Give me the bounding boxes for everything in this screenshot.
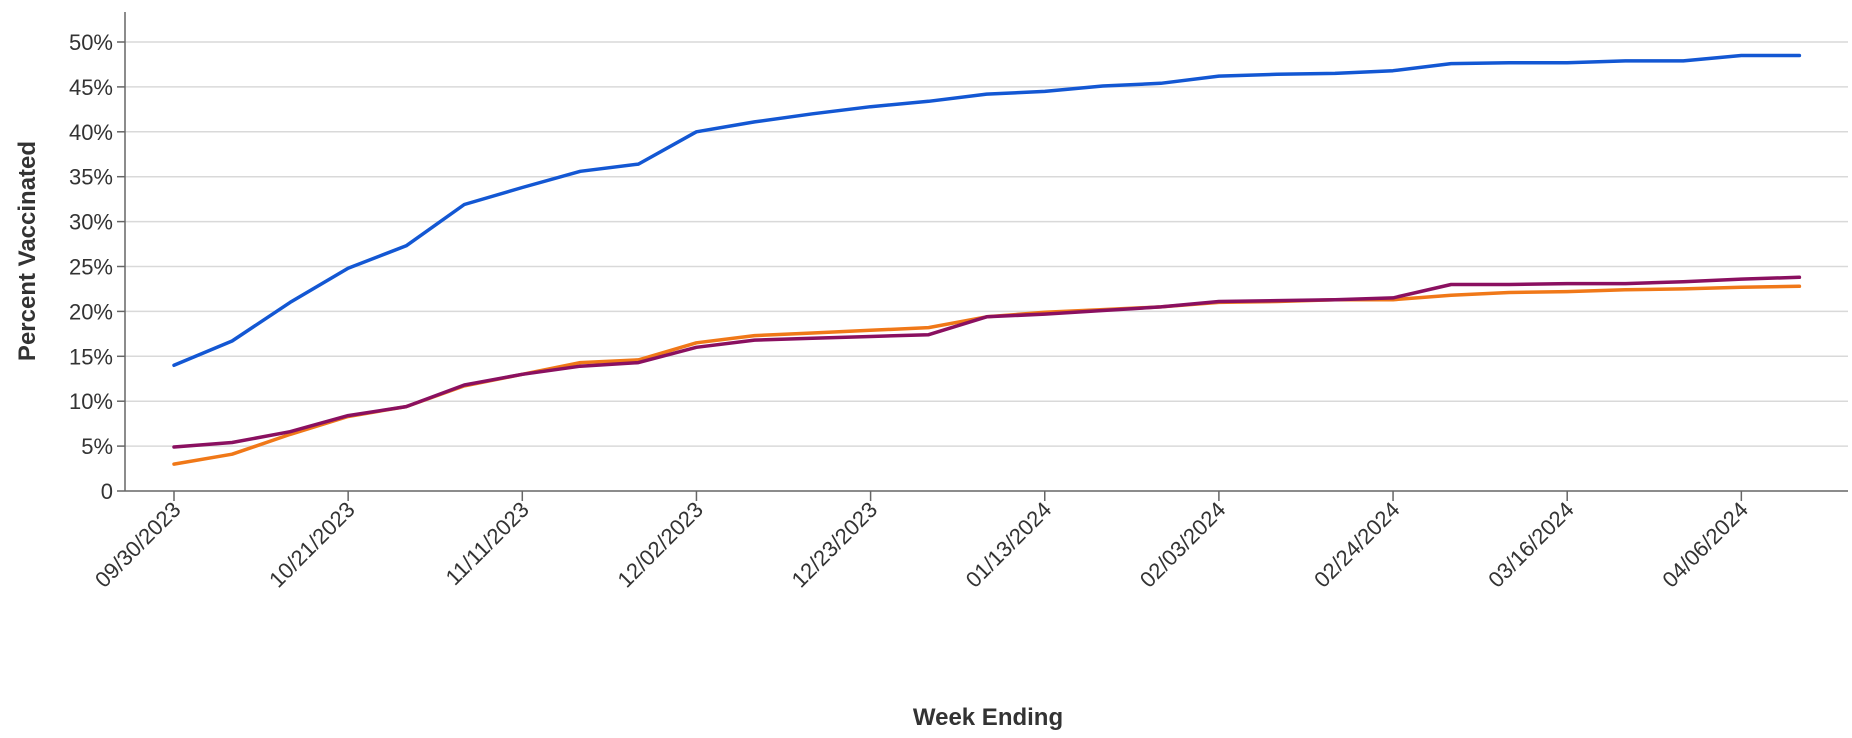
series-lines xyxy=(172,53,1802,466)
y-tick-label: 20% xyxy=(69,299,113,324)
series-line-2 xyxy=(172,284,1802,466)
y-tick-label: 35% xyxy=(69,165,113,190)
series-line-1 xyxy=(172,53,1802,368)
y-tick-label: 40% xyxy=(69,120,113,145)
series-line-3 xyxy=(172,275,1802,449)
x-axis: 09/30/2023 10/21/2023 11/11/2023 12/02/2023… xyxy=(90,490,1848,593)
y-tick-label: 30% xyxy=(69,210,113,235)
y-tick-label: 25% xyxy=(69,255,113,280)
y-axis: 0 5% 10% 15% 20% 25% 30% 35% 40% 45% 50% xyxy=(69,12,126,504)
y-axis-title: Percent Vaccinated xyxy=(14,141,41,361)
x-tick-label: 12/23/2023 xyxy=(787,497,883,593)
y-tick-label: 10% xyxy=(69,389,113,414)
x-tick-label: 02/24/2024 xyxy=(1309,497,1405,593)
x-tick-label: 01/13/2024 xyxy=(961,497,1057,593)
x-tick-label: 04/06/2024 xyxy=(1657,497,1753,593)
gridlines xyxy=(125,41,1848,447)
x-tick-label: 10/21/2023 xyxy=(264,497,360,593)
x-tick-label: 03/16/2024 xyxy=(1483,497,1579,593)
y-tick-label: 5% xyxy=(81,434,113,459)
x-tick-label: 11/11/2023 xyxy=(441,497,534,590)
x-tick-label: 09/30/2023 xyxy=(90,497,186,593)
y-tick-label: 15% xyxy=(69,344,113,369)
x-tick-label: 02/03/2024 xyxy=(1135,497,1231,593)
x-tick-label: 12/02/2023 xyxy=(612,497,708,593)
y-tick-label: 45% xyxy=(69,75,113,100)
x-axis-title: Week Ending xyxy=(913,704,1063,731)
y-tick-label: 0 xyxy=(101,479,113,504)
y-tick-label: 50% xyxy=(69,30,113,55)
